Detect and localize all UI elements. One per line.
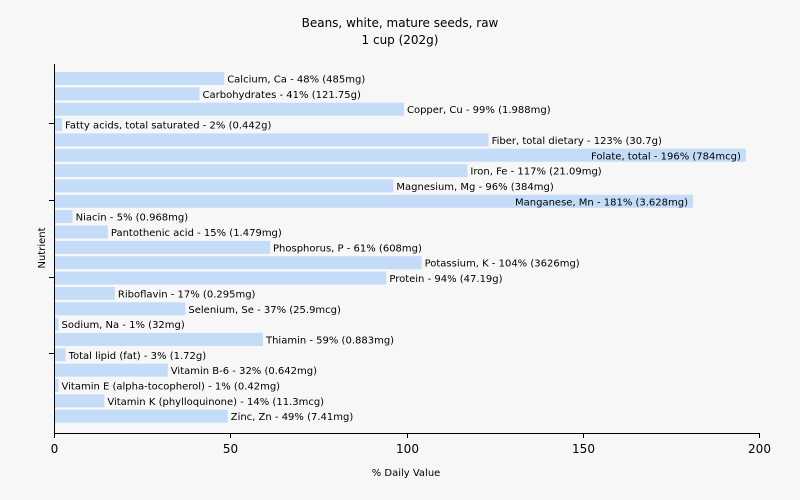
bar-label: Phosphorus, P - 61% (608mg)	[273, 243, 422, 254]
x-axis-title: % Daily Value	[372, 468, 441, 479]
bar	[55, 302, 186, 316]
chart-subtitle: 1 cup (202g)	[362, 33, 439, 47]
bar-label: Calcium, Ca - 48% (485mg)	[227, 75, 365, 86]
bar	[55, 409, 228, 423]
bar-label: Carbohydrates - 41% (121.75g)	[203, 90, 361, 101]
bar	[55, 332, 263, 346]
bar	[55, 317, 59, 331]
bar-label: Magnesium, Mg - 96% (384mg)	[396, 182, 553, 193]
bar-label: Folate, total - 196% (784mcg)	[591, 151, 741, 162]
bar	[55, 179, 394, 193]
bar	[55, 102, 404, 116]
chart-title: Beans, white, mature seeds, raw	[302, 16, 499, 30]
bar-label: Pantothenic acid - 15% (1.479mg)	[111, 228, 282, 239]
bar	[55, 164, 468, 178]
y-axis-title: Nutrient	[37, 227, 48, 268]
bar-label: Fiber, total dietary - 123% (30.7g)	[492, 136, 662, 147]
x-tick-label: 0	[51, 442, 59, 456]
bar	[55, 348, 66, 362]
bar	[55, 363, 168, 377]
bar	[55, 72, 225, 85]
bar-label: Vitamin K (phylloquinone) - 14% (11.3mcg…	[107, 397, 324, 408]
x-tick-label: 100	[396, 442, 419, 456]
bar	[55, 87, 200, 101]
bar	[55, 256, 422, 270]
bar-label: Protein - 94% (47.19g)	[389, 274, 502, 285]
bar	[55, 194, 694, 208]
bar	[55, 394, 105, 408]
bar-label: Copper, Cu - 99% (1.988mg)	[407, 105, 551, 116]
bar-label: Vitamin B-6 - 32% (0.642mg)	[171, 366, 317, 377]
x-tick-label: 150	[572, 442, 595, 456]
bar-label: Fatty acids, total saturated - 2% (0.442…	[65, 121, 271, 132]
bar	[55, 271, 387, 285]
bar	[55, 240, 271, 254]
bar	[55, 379, 59, 392]
bar-label: Potassium, K - 104% (3626mg)	[425, 259, 580, 270]
bar-label: Sodium, Na - 1% (32mg)	[62, 320, 185, 331]
bar-label: Selenium, Se - 37% (25.9mcg)	[188, 305, 341, 316]
bar-label: Total lipid (fat) - 3% (1.72g)	[68, 351, 207, 362]
bar-label: Manganese, Mn - 181% (3.628mg)	[515, 197, 688, 208]
bar-label: Vitamin E (alpha-tocopherol) - 1% (0.42m…	[62, 382, 281, 393]
bars-group: Calcium, Ca - 48% (485mg) Carbohydrates -…	[55, 72, 746, 423]
bar	[55, 286, 115, 300]
bar-label: Iron, Fe - 117% (21.09mg)	[470, 167, 601, 178]
bar-label: Thiamin - 59% (0.883mg)	[265, 335, 394, 346]
bar	[55, 225, 108, 239]
bar-label: Zinc, Zn - 49% (7.41mg)	[231, 412, 354, 423]
x-tick-label: 200	[748, 442, 771, 456]
x-tick-label: 50	[223, 442, 238, 456]
bar	[55, 210, 73, 224]
axes-group: 0 50 100 150 200	[49, 64, 771, 456]
bar-label: Riboflavin - 17% (0.295mg)	[118, 289, 256, 300]
bar	[55, 133, 489, 147]
bar	[55, 148, 746, 162]
bar	[55, 118, 63, 132]
bar-label: Niacin - 5% (0.968mg)	[76, 213, 189, 224]
